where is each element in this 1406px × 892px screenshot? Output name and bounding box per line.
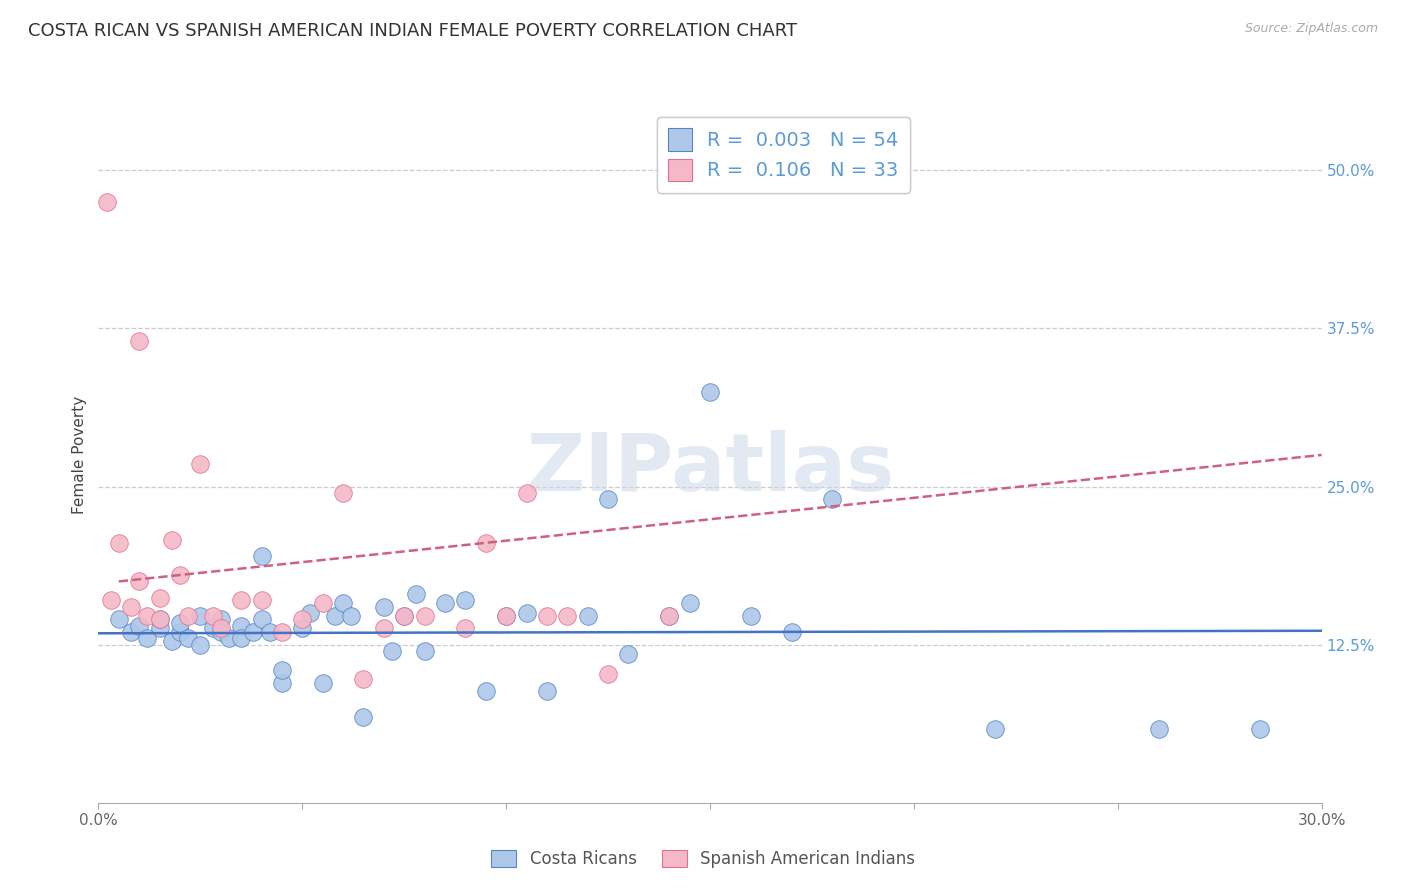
Point [474,684,498,698]
Point [984,723,1007,737]
Point [120,599,142,614]
Point [136,608,159,623]
Point [250,612,273,626]
Point [270,663,294,677]
Text: ZIPatlas: ZIPatlas [526,430,894,508]
Point [740,608,762,623]
Point [201,621,224,635]
Point [434,596,457,610]
Point [250,593,273,607]
Legend: Costa Ricans, Spanish American Indians: Costa Ricans, Spanish American Indians [485,843,921,875]
Point [373,599,395,614]
Point [340,608,363,623]
Point [149,621,172,635]
Point [495,608,517,623]
Point [149,591,172,605]
Point [96,194,118,209]
Point [312,596,335,610]
Point [149,612,172,626]
Point [209,625,232,640]
Point [474,536,498,550]
Point [658,608,681,623]
Point [149,612,172,626]
Point [495,608,517,623]
Point [291,621,314,635]
Point [516,606,538,620]
Point [332,486,354,500]
Point [169,625,191,640]
Point [454,621,477,635]
Point [169,616,191,631]
Point [413,608,436,623]
Point [209,612,232,626]
Text: COSTA RICAN VS SPANISH AMERICAN INDIAN FEMALE POVERTY CORRELATION CHART: COSTA RICAN VS SPANISH AMERICAN INDIAN F… [28,22,797,40]
Point [323,608,346,623]
Y-axis label: Female Poverty: Female Poverty [72,396,87,514]
Point [108,612,131,626]
Point [381,644,404,658]
Point [312,675,335,690]
Point [598,666,620,681]
Point [454,593,477,607]
Point [231,618,253,632]
Point [177,608,200,623]
Point [1147,723,1170,737]
Point [259,625,281,640]
Point [136,632,159,646]
Point [250,549,273,563]
Point [169,568,191,582]
Point [242,625,264,640]
Point [160,633,183,648]
Point [177,632,200,646]
Point [188,457,212,471]
Point [413,644,436,658]
Point [209,621,232,635]
Point [780,625,803,640]
Point [108,536,131,550]
Point [188,638,212,652]
Point [201,608,224,623]
Point [557,608,579,623]
Point [658,608,681,623]
Point [598,492,620,507]
Point [291,612,314,626]
Point [352,672,374,686]
Point [536,608,558,623]
Point [270,625,294,640]
Point [392,608,416,623]
Point [516,486,538,500]
Legend: R =  0.003   N = 54, R =  0.106   N = 33: R = 0.003 N = 54, R = 0.106 N = 33 [657,117,910,193]
Point [188,608,212,623]
Point [231,593,253,607]
Text: Source: ZipAtlas.com: Source: ZipAtlas.com [1244,22,1378,36]
Point [128,574,150,589]
Point [821,492,844,507]
Point [392,608,416,623]
Point [352,710,374,724]
Point [128,618,150,632]
Point [332,596,354,610]
Point [536,684,558,698]
Point [231,632,253,646]
Point [576,608,599,623]
Point [299,606,322,620]
Point [120,625,142,640]
Point [679,596,702,610]
Point [128,334,150,348]
Point [218,632,240,646]
Point [373,621,395,635]
Point [100,593,122,607]
Point [699,384,721,399]
Point [617,647,640,661]
Point [270,675,294,690]
Point [405,587,427,601]
Point [160,533,183,547]
Point [1249,723,1271,737]
